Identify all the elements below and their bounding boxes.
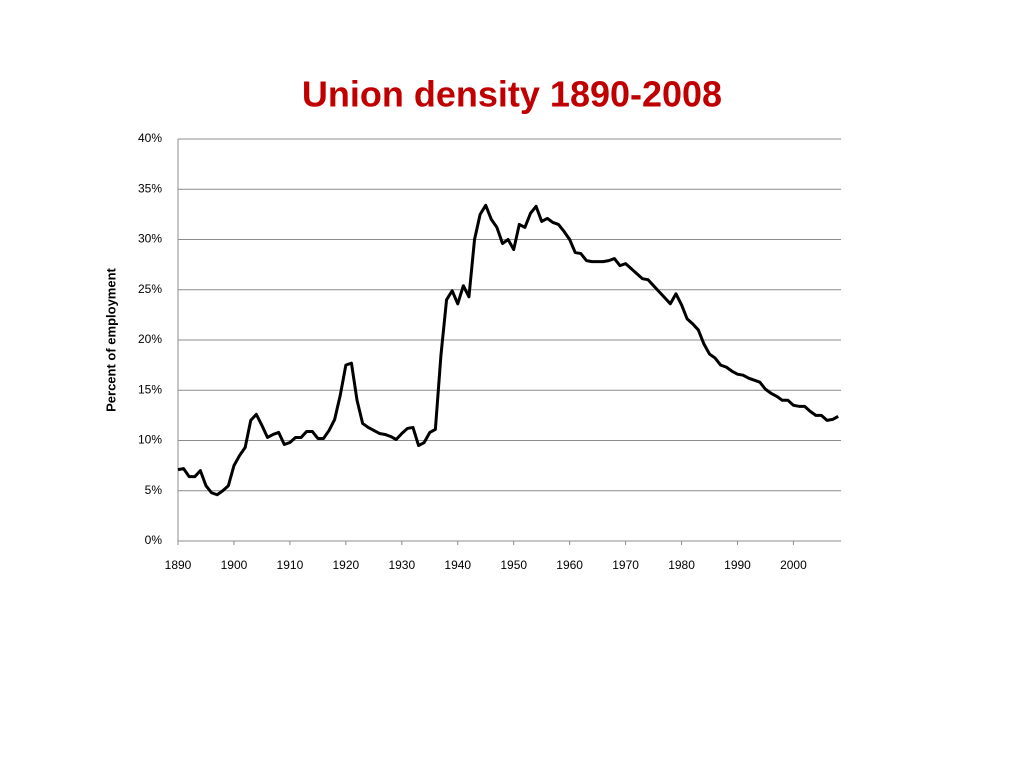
x-tick-label: 1910: [277, 558, 304, 572]
y-tick-label: 30%: [138, 232, 162, 246]
y-tick-label: 40%: [138, 131, 162, 145]
y-tick-label: 10%: [138, 433, 162, 447]
y-tick-label: 20%: [138, 332, 162, 346]
x-tick-label: 1970: [612, 558, 639, 572]
x-tick-label: 1900: [221, 558, 248, 572]
y-tick-label: 35%: [138, 181, 162, 195]
x-tick-label: 1980: [668, 558, 695, 572]
y-tick-label: 25%: [138, 282, 162, 296]
x-tick-label: 1890: [165, 558, 192, 572]
x-tick-label: 1990: [724, 558, 751, 572]
y-tick-label: 0%: [145, 533, 163, 547]
x-tick-label: 1960: [556, 558, 583, 572]
y-tick-label: 15%: [138, 382, 162, 396]
x-tick-label: 1950: [500, 558, 527, 572]
y-tick-label: 5%: [145, 483, 163, 497]
x-tick-label: 1930: [388, 558, 415, 572]
x-tick-label: 1940: [444, 558, 471, 572]
x-tick-label: 1920: [332, 558, 359, 572]
y-axis-label: Percent of employment: [103, 267, 118, 411]
chart-title: Union density 1890-2008: [302, 74, 722, 115]
x-tick-label: 2000: [780, 558, 807, 572]
line: [177, 203, 839, 497]
